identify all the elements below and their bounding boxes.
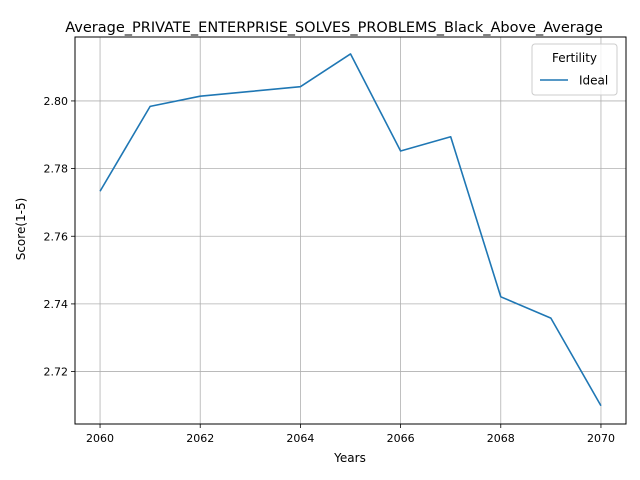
- y-tick-label: 2.78: [44, 163, 69, 176]
- series-line-ideal: [99, 53, 602, 407]
- grid-lines: [75, 37, 626, 424]
- legend-box: [531, 43, 618, 96]
- chart-title: Average_PRIVATE_ENTERPRISE_SOLVES_PROBLE…: [65, 20, 603, 36]
- x-axis-label: Years: [333, 451, 366, 465]
- x-tick-label: 2068: [487, 432, 515, 445]
- y-tick-label: 2.72: [44, 366, 69, 379]
- y-tick-label: 2.80: [44, 95, 69, 108]
- legend-series-label: Ideal: [579, 74, 608, 88]
- x-tick-label: 2070: [587, 432, 615, 445]
- x-tick-label: 2064: [286, 432, 314, 445]
- legend: Fertility Ideal: [531, 43, 618, 96]
- y-axis-label: Score(1-5): [14, 198, 28, 261]
- x-tick-label: 2062: [186, 432, 214, 445]
- x-axis: 2060 2062 2064 2066 2068 2070: [86, 424, 615, 445]
- plot-area-frame: [74, 36, 627, 425]
- y-tick-label: 2.76: [44, 230, 69, 243]
- legend-title: Fertility: [552, 51, 597, 65]
- y-axis: 2.72 2.74 2.76 2.78 2.80: [44, 95, 75, 379]
- x-tick-label: 2060: [86, 432, 114, 445]
- series-layer: [99, 53, 602, 407]
- x-tick-label: 2066: [387, 432, 415, 445]
- y-tick-label: 2.74: [44, 298, 69, 311]
